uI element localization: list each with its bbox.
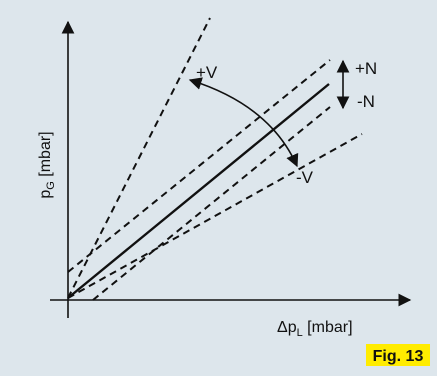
label-plus-v: +V bbox=[196, 63, 218, 82]
y-axis-label: pG [mbar] bbox=[37, 131, 57, 198]
figure-badge: Fig. 13 bbox=[373, 348, 424, 365]
steep-dashed-line bbox=[67, 17, 211, 299]
y-axis-label-sub: G bbox=[45, 181, 57, 190]
y-axis-label-unit: [mbar] bbox=[37, 131, 54, 181]
figure-badge-background bbox=[366, 344, 430, 366]
x-axis-label-sub: L bbox=[297, 327, 303, 339]
x-axis-label-prefix: Δp bbox=[277, 319, 297, 336]
label-plus-n: +N bbox=[355, 59, 377, 78]
label-minus-n: -N bbox=[357, 92, 375, 111]
y-axis-label-main: p bbox=[37, 190, 54, 199]
v-adjustment-arrow bbox=[188, 77, 299, 168]
flat-dashed-line bbox=[67, 133, 363, 299]
x-axis-label: ΔpL [mbar] bbox=[277, 319, 353, 339]
label-minus-v: -V bbox=[296, 168, 314, 187]
x-axis-label-unit: [mbar] bbox=[303, 319, 353, 336]
